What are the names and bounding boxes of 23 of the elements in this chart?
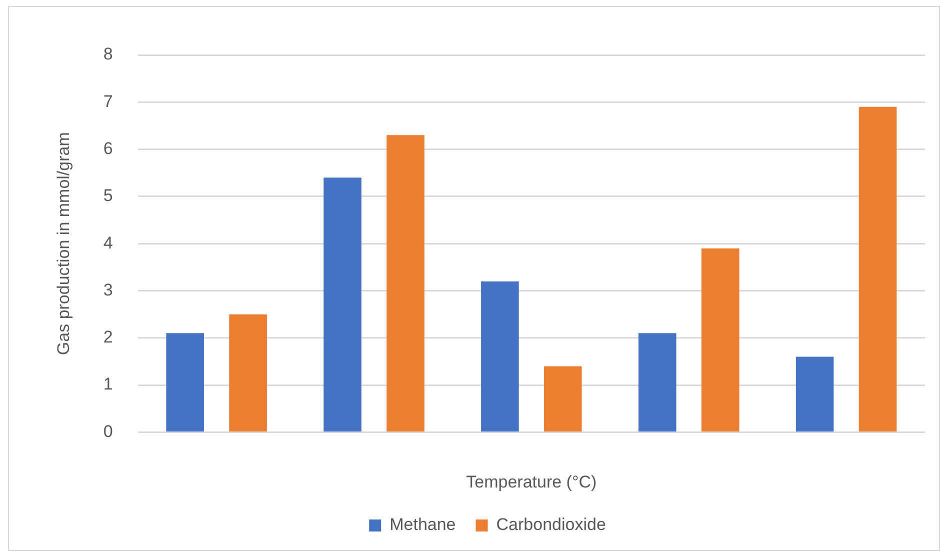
legend-label: Methane [390, 515, 456, 534]
y-tick-label: 3 [103, 280, 113, 300]
legend-label: Carbondioxide [496, 515, 606, 534]
bar [796, 356, 834, 432]
bar [701, 248, 740, 432]
bar [229, 314, 267, 432]
y-tick-label: 7 [103, 92, 113, 111]
y-axis-title: Gas production in mmol/gram [54, 132, 73, 356]
bar [386, 135, 424, 432]
y-tick-label: 5 [103, 186, 113, 206]
bar [481, 281, 519, 432]
bar [324, 178, 362, 432]
y-tick-label: 0 [103, 422, 113, 441]
bar [544, 366, 582, 432]
bar [166, 333, 204, 432]
y-tick-label: 4 [103, 233, 113, 252]
x-axis-title: Temperature (°C) [466, 472, 597, 492]
y-tick-label: 2 [103, 328, 113, 347]
bar [638, 333, 676, 432]
y-tick-label: 8 [103, 44, 113, 64]
bar [858, 106, 897, 432]
y-tick-label: 6 [103, 138, 113, 158]
y-tick-label: 1 [103, 374, 113, 394]
